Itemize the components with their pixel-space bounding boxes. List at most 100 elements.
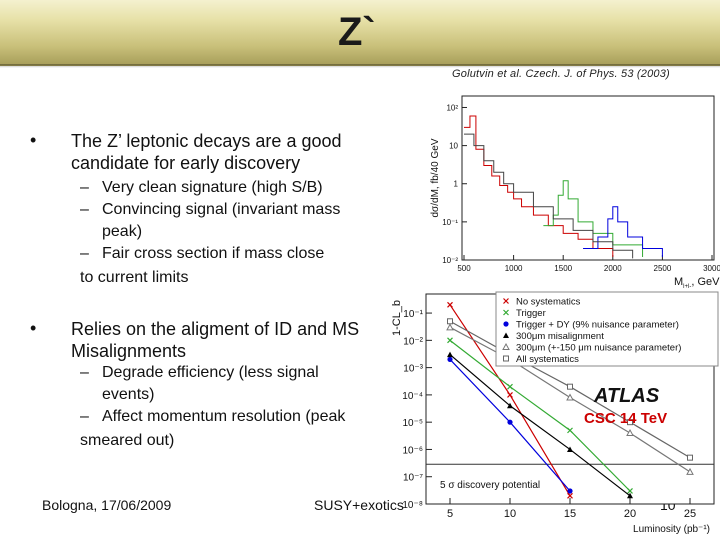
cl-y-tick-label: 10⁻¹ xyxy=(403,309,423,320)
sub-bullet-2-1: Degrade efficiency (less signal xyxy=(102,364,319,381)
citation: Golutvin et al. Czech. J. of Phys. 53 (2… xyxy=(452,68,670,80)
mass-x-tick-label: 2500 xyxy=(654,264,672,273)
mass-series-1 xyxy=(464,115,614,257)
atlas-label: ATLAS xyxy=(593,385,660,407)
cl-legend-marker xyxy=(503,355,509,362)
mass-x-tick-label: 3000 xyxy=(703,264,720,273)
csc-label: CSC 14 TeV xyxy=(584,410,667,427)
mass-x-tick-label: 2000 xyxy=(604,264,622,273)
cl-legend-entry: Trigger xyxy=(516,308,546,319)
mass-plot-frame xyxy=(461,95,715,261)
mass-x-axis-label: Ml+l-, GeV xyxy=(674,276,720,288)
footer-center: SUSY+exotics xyxy=(314,497,404,513)
cl-x-tick-label: 10 xyxy=(504,508,516,520)
cl-y-axis-label: 1-CL_b xyxy=(391,300,403,336)
discovery-potential-chart: 1-CL_b 10⁻¹ 10⁻² 10⁻³ 10⁻⁴ 10⁻⁵ 10⁻⁶ 10⁻⁷ 10⁻⁸ 5 1… xyxy=(391,291,719,535)
sub-dash: – xyxy=(80,408,89,425)
cl-series-marker xyxy=(507,391,513,398)
cl-y-tick-label: 10⁻² xyxy=(403,336,423,347)
sub-bullet-1-3-cont: to current limits xyxy=(80,269,189,286)
cl-series-marker xyxy=(446,323,454,331)
cl-legend-marker xyxy=(503,332,509,338)
footer-date: Bologna, 17/06/2009 xyxy=(42,497,172,513)
cl-series-marker xyxy=(507,419,513,425)
cl-y-tick-label: 10⁻⁶ xyxy=(402,445,423,456)
sub-bullet-2-1-cont: events) xyxy=(102,386,155,403)
cl-legend-entry: Trigger + DY (9% nuisance parameter) xyxy=(516,320,679,331)
mass-x-tick-label: 500 xyxy=(457,264,471,273)
cl-legend-entry: 300μm misalignment xyxy=(516,331,604,342)
mass-y-tick-label: 10⁻¹ xyxy=(442,218,458,227)
slide-title: Z` xyxy=(338,10,376,54)
cl-series-marker xyxy=(447,301,453,308)
cl-legend-entry: No systematics xyxy=(516,297,581,308)
mass-series-3 xyxy=(583,206,663,257)
cl-x-tick-label: 25 xyxy=(684,508,696,520)
cl-series-marker xyxy=(626,428,634,437)
cl-series-marker xyxy=(567,446,573,452)
cl-y-tick-label: 10⁻³ xyxy=(403,364,423,375)
cl-series-marker xyxy=(507,383,513,390)
cl-series-marker xyxy=(566,393,574,401)
mass-y-tick-label: 10⁻² xyxy=(442,256,458,265)
mass-spectrum-chart: dσ/dM, fb/40 GeV 10² 10 1 10⁻¹ 10⁻²500 1000 150… xyxy=(430,95,720,288)
cl-series-marker xyxy=(447,318,453,325)
cl-legend-box xyxy=(495,291,719,367)
mass-y-axis-label: dσ/dM, fb/40 GeV xyxy=(430,138,441,217)
mass-y-tick-label: 1 xyxy=(454,180,459,189)
sub-bullet-1-2-cont: peak) xyxy=(102,223,143,240)
title-band xyxy=(0,0,720,66)
cl-series-line-4 xyxy=(449,354,631,497)
cl-series-marker xyxy=(567,488,573,494)
sub-dash: – xyxy=(80,179,89,196)
cl-series-marker xyxy=(567,383,573,390)
cl-series-marker xyxy=(507,402,513,409)
mass-x-tick-label: 1000 xyxy=(505,264,523,273)
mass-series-4 xyxy=(464,133,634,259)
sub-bullet-1-2: Convincing signal (invariant mass xyxy=(102,201,341,218)
cl-series-marker xyxy=(567,492,573,499)
cl-series-marker xyxy=(627,419,633,426)
cl-legend-marker xyxy=(503,309,509,316)
cl-series-marker xyxy=(686,467,694,475)
cl-x-tick-label: 20 xyxy=(624,508,636,520)
bullet-dot: • xyxy=(30,130,37,150)
bullet-2-line-2: Misalignments xyxy=(71,341,187,361)
mass-y-tick-label: 10² xyxy=(446,103,458,112)
sub-dash: – xyxy=(80,201,89,218)
cl-series-line-2 xyxy=(449,339,631,492)
sub-bullet-2-2: Affect momentum resolution (peak xyxy=(102,408,346,425)
cl-series-marker xyxy=(687,454,693,461)
cl-series-marker xyxy=(627,488,633,494)
cl-legend-marker xyxy=(503,321,509,327)
discovery-label: 5 σ discovery potential xyxy=(440,480,540,491)
sub-bullet-1-3: Fair cross section if mass close xyxy=(102,245,325,262)
mass-y-tick-label: 10 xyxy=(449,142,458,151)
cl-x-axis-label: Luminosity (pb⁻¹) xyxy=(633,524,710,535)
cl-legend-marker xyxy=(502,342,510,350)
cl-legend-marker xyxy=(503,298,509,304)
sub-bullet-1-1: Very clean signature (high S/B) xyxy=(102,179,323,196)
mass-x-tick-label: 1500 xyxy=(554,264,572,273)
sub-dash: – xyxy=(80,245,89,262)
cl-series-marker xyxy=(447,356,453,363)
cl-x-tick-label: 5 xyxy=(447,508,453,520)
bullet-2-line-1: Relies on the aligment of ID and MS xyxy=(71,319,360,339)
cl-series-marker xyxy=(567,427,573,434)
cl-legend-entry: 300μm (+-150 μm nuisance parameter) xyxy=(516,343,681,354)
sub-bullet-2-2-cont: smeared out) xyxy=(80,432,175,449)
cl-x-tick-label: 15 xyxy=(564,508,576,520)
cl-series-marker xyxy=(447,351,453,358)
mass-series-2 xyxy=(543,180,644,257)
sub-dash: – xyxy=(80,364,89,381)
cl-series-marker xyxy=(627,492,633,499)
title-band-shadow xyxy=(0,64,720,68)
bullet-dot: • xyxy=(30,318,37,338)
cl-y-tick-label: 10⁻⁵ xyxy=(402,418,423,429)
cl-legend-entry: All systematics xyxy=(516,354,579,365)
cl-y-tick-label: 10⁻⁷ xyxy=(403,473,423,484)
cl-y-tick-label: 10⁻⁴ xyxy=(402,391,423,402)
cl-series-marker xyxy=(447,337,453,344)
cl-y-tick-label: 10⁻⁸ xyxy=(402,500,423,511)
bullet-1-line-1: The Z’ leptonic decays are a good xyxy=(71,131,342,151)
